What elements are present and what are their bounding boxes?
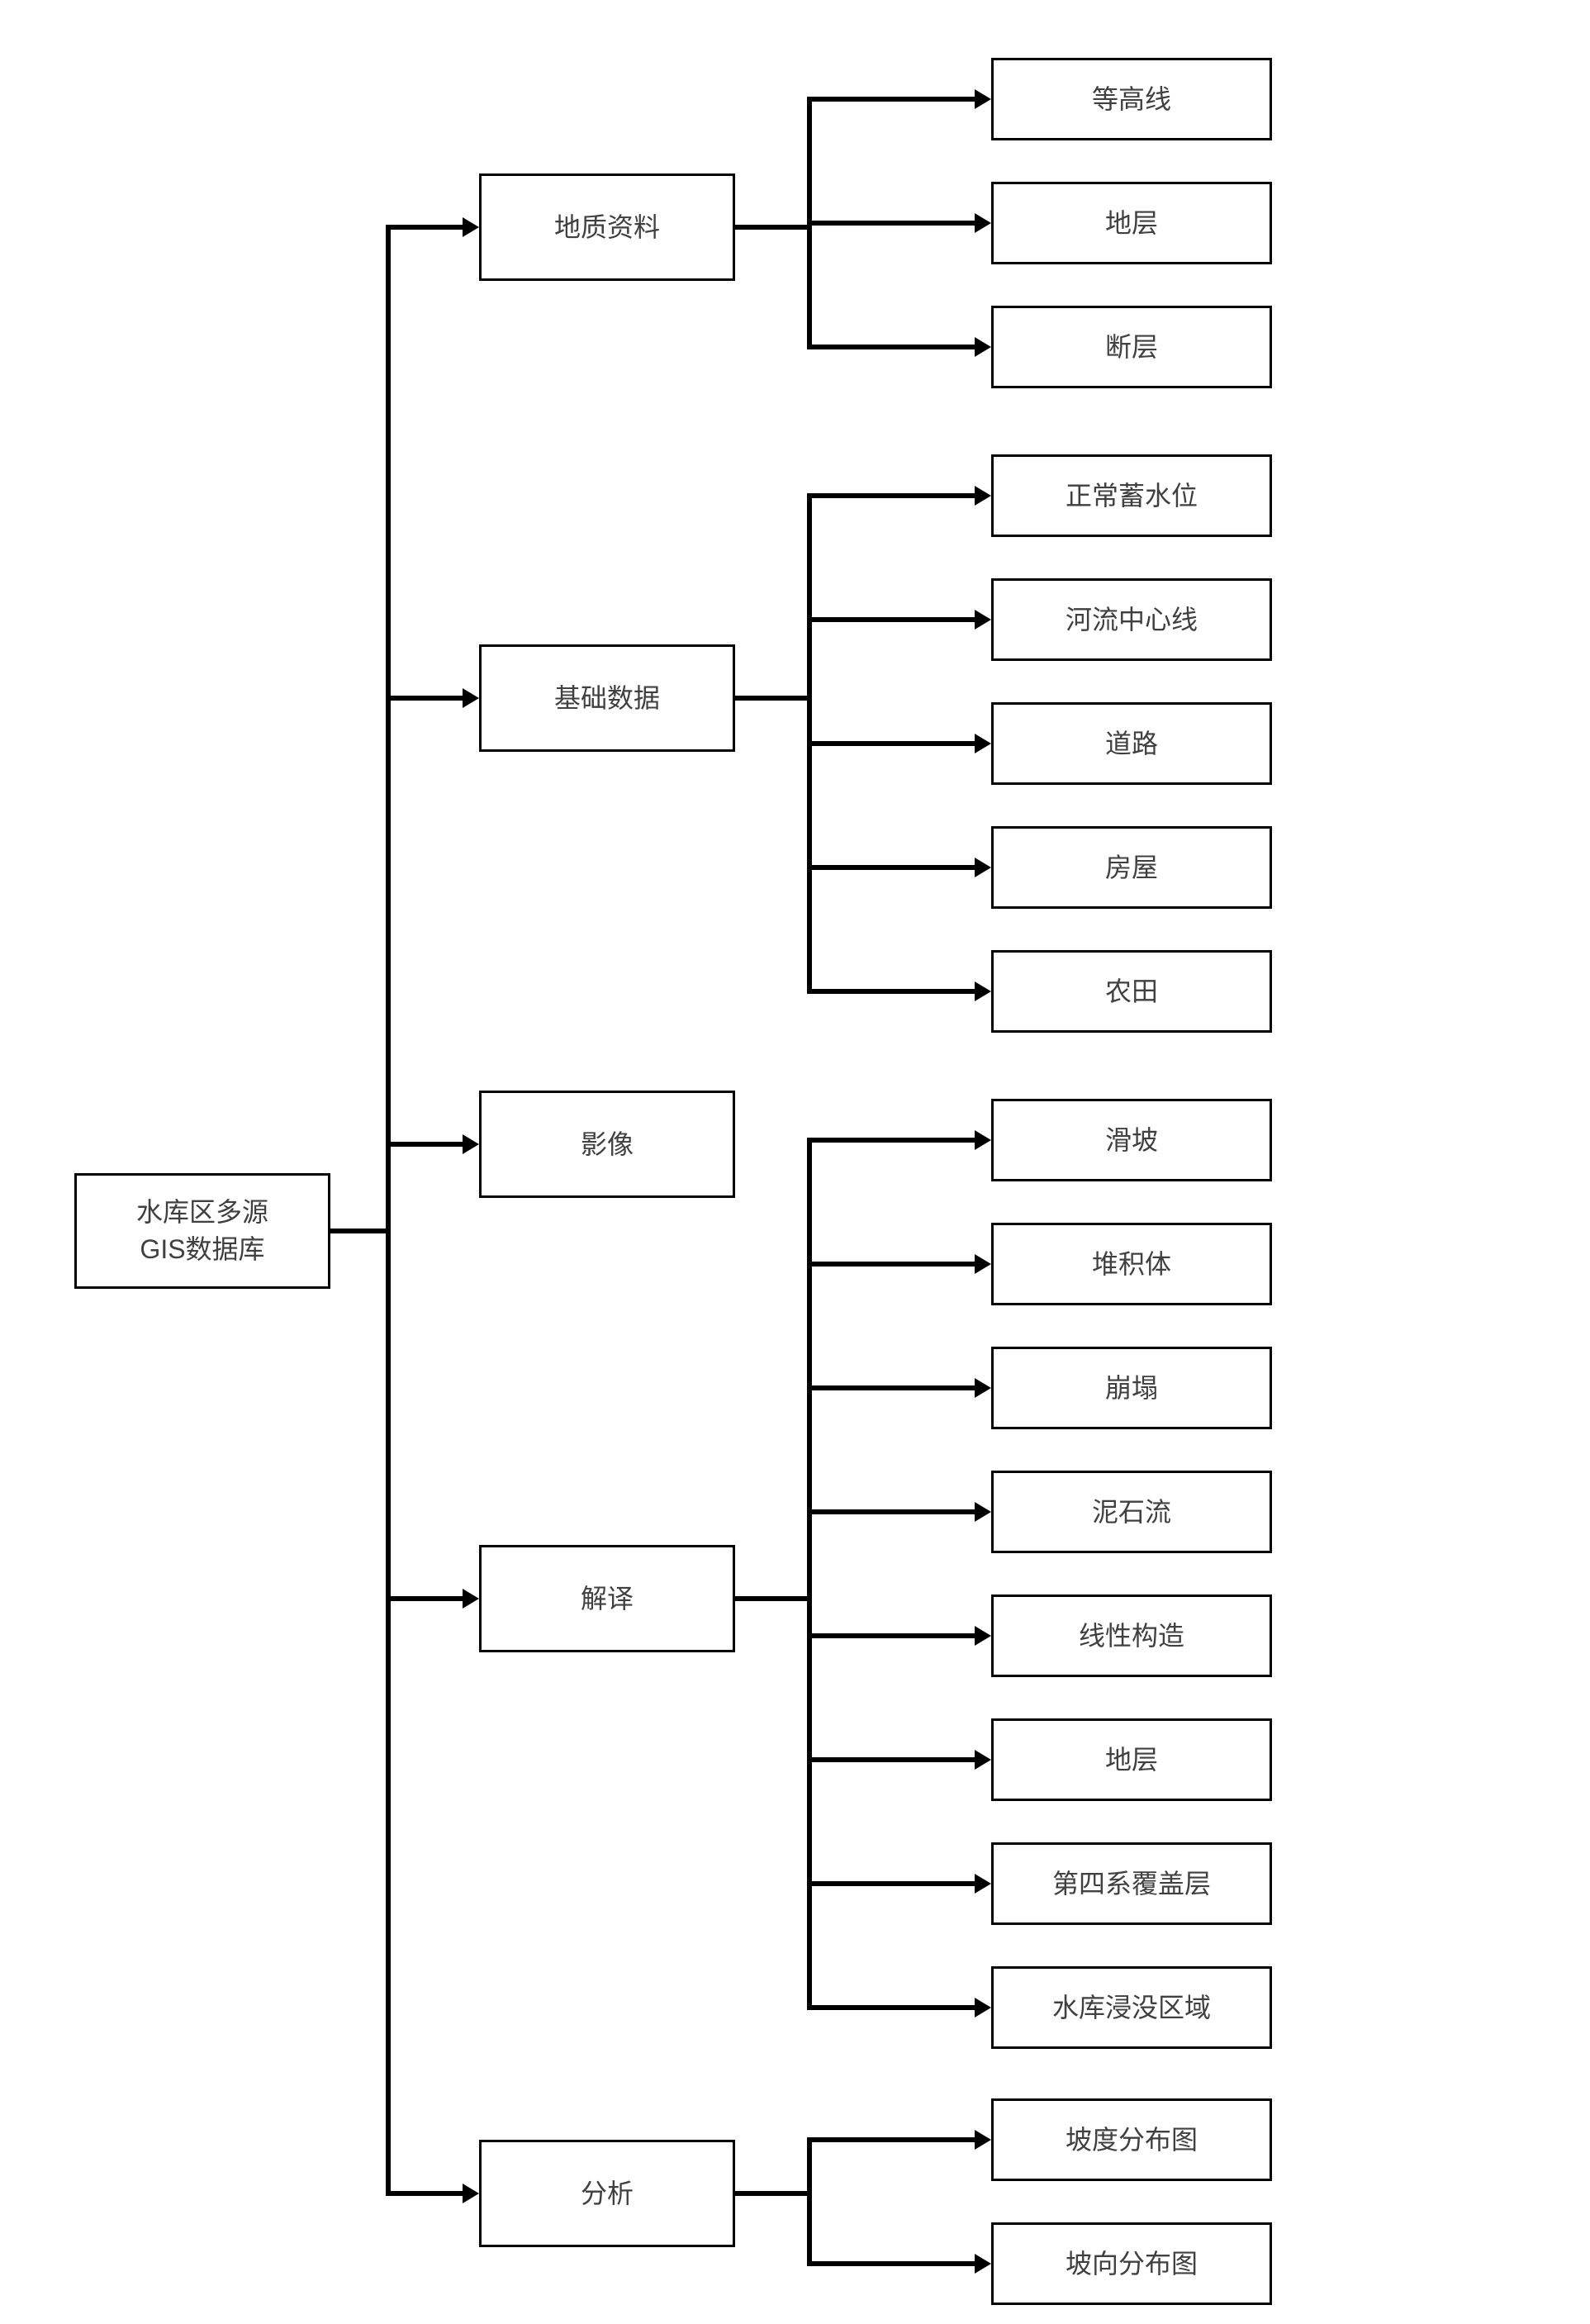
mid-node-2: 影像 [479,1091,735,1198]
leaf-node-3-3: 泥石流 [991,1471,1272,1553]
leaf-bus-3 [807,1138,812,2010]
leaf-node-0-1: 地层 [991,182,1272,264]
mid-node-0: 地质资料 [479,173,735,281]
leaf-node-4-1: 坡向分布图 [991,2222,1272,2305]
leaf-node-1-3: 房屋 [991,826,1272,909]
tree-diagram: 水库区多源GIS数据库地质资料等高线地层断层基础数据正常蓄水位河流中心线道路房屋… [33,33,1557,2291]
leaf-arrow-3-2 [975,1378,991,1398]
leaf-h-3-5 [809,1757,975,1762]
leaf-h-3-3 [809,1509,975,1514]
leaf-arrow-3-4 [975,1626,991,1646]
leaf-arrow-1-4 [975,981,991,1001]
main-vertical-bus [386,225,391,2196]
mid-arrow-3 [463,1589,479,1609]
leaf-h-3-7 [809,2005,975,2010]
mid-node-4: 分析 [479,2140,735,2247]
mid-h-0 [388,225,463,230]
leaf-arrow-3-5 [975,1750,991,1770]
leaf-node-3-1: 堆积体 [991,1223,1272,1305]
mid-arrow-0 [463,217,479,237]
leaf-h-3-0 [809,1138,975,1143]
leaf-node-0-2: 断层 [991,306,1272,388]
leaf-h-4-0 [809,2137,975,2142]
leaf-node-1-0: 正常蓄水位 [991,454,1272,537]
leaf-h-3-2 [809,1385,975,1390]
leaf-arrow-1-3 [975,858,991,877]
leaf-h-0-2 [809,345,975,349]
leaf-node-1-4: 农田 [991,950,1272,1033]
mid-node-1: 基础数据 [479,644,735,752]
leaf-node-3-4: 线性构造 [991,1594,1272,1677]
mid-out-h-1 [735,696,809,701]
leaf-arrow-4-1 [975,2254,991,2274]
root-node-line-1: GIS数据库 [140,1231,264,1268]
leaf-arrow-1-0 [975,486,991,506]
leaf-h-3-4 [809,1633,975,1638]
leaf-node-3-6: 第四系覆盖层 [991,1842,1272,1925]
leaf-node-3-2: 崩塌 [991,1347,1272,1429]
mid-arrow-2 [463,1134,479,1154]
leaf-arrow-3-1 [975,1254,991,1274]
mid-h-1 [388,696,463,701]
leaf-h-1-3 [809,865,975,870]
mid-out-h-4 [735,2191,809,2196]
mid-out-h-0 [735,225,809,230]
leaf-arrow-3-0 [975,1130,991,1150]
leaf-arrow-0-0 [975,89,991,109]
mid-node-3: 解译 [479,1545,735,1652]
leaf-h-3-1 [809,1262,975,1267]
leaf-arrow-0-1 [975,213,991,233]
leaf-h-4-1 [809,2261,975,2266]
mid-out-h-3 [735,1596,809,1601]
leaf-node-0-0: 等高线 [991,58,1272,140]
leaf-h-1-1 [809,617,975,622]
leaf-node-4-0: 坡度分布图 [991,2098,1272,2181]
leaf-node-3-0: 滑坡 [991,1099,1272,1181]
leaf-node-1-1: 河流中心线 [991,578,1272,661]
leaf-arrow-4-0 [975,2130,991,2150]
leaf-h-3-6 [809,1881,975,1886]
root-node-line-0: 水库区多源 [136,1194,268,1231]
leaf-h-0-1 [809,221,975,226]
mid-h-4 [388,2191,463,2196]
leaf-arrow-3-3 [975,1502,991,1522]
leaf-node-3-7: 水库浸没区域 [991,1966,1272,2049]
mid-h-3 [388,1596,463,1601]
leaf-h-1-4 [809,989,975,994]
leaf-h-1-2 [809,741,975,746]
mid-h-2 [388,1142,463,1147]
mid-arrow-4 [463,2184,479,2203]
root-h-connector [330,1229,388,1233]
leaf-arrow-1-2 [975,734,991,753]
root-node: 水库区多源GIS数据库 [74,1173,330,1289]
leaf-node-3-5: 地层 [991,1718,1272,1801]
leaf-bus-4 [807,2137,812,2266]
leaf-arrow-3-6 [975,1874,991,1894]
leaf-node-1-2: 道路 [991,702,1272,785]
leaf-arrow-1-1 [975,610,991,630]
leaf-h-1-0 [809,493,975,498]
leaf-h-0-0 [809,97,975,102]
leaf-arrow-0-2 [975,337,991,357]
mid-arrow-1 [463,688,479,708]
leaf-arrow-3-7 [975,1998,991,2017]
